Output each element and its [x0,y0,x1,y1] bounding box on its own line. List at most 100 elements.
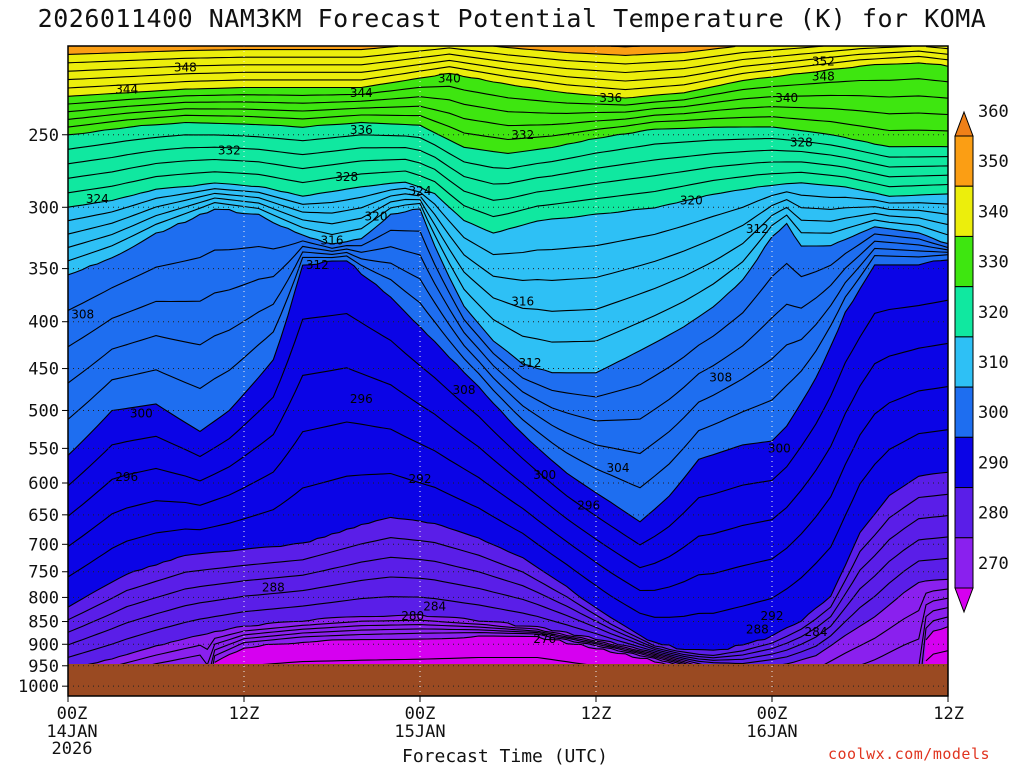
contour-322 [68,170,948,218]
contour-326 [68,146,948,185]
contour-286 [68,515,948,659]
credit-link[interactable]: coolwx.com/models [828,745,991,763]
contour-label-316: 316 [511,294,534,308]
contour-label-332: 332 [511,128,534,142]
x-tick-label: 12Z [229,704,260,724]
x-tick-label: 12Z [581,704,612,724]
colorbar-segment [954,185,974,237]
contour-label-340: 340 [775,91,798,105]
contour-282 [68,557,948,665]
y-tick-label: 700 [28,535,59,555]
contour-314 [68,197,948,312]
y-tick-label: 800 [28,588,59,608]
y-tick-label: 1000 [18,677,59,697]
y-tick-label: 900 [28,635,59,655]
colorbar-label: 330 [978,253,1009,273]
contour-label-300: 300 [130,407,153,421]
contour-label-320: 320 [365,209,388,223]
colorbar: 270 280 290 300 310 320 330 340 350 360 [954,102,1009,614]
contour-298 [68,299,948,546]
contour-label-316: 316 [321,233,344,247]
contour-label-296: 296 [115,470,138,484]
contour-280 [68,578,948,670]
colorbar-label: 340 [978,202,1009,222]
contour-292 [68,429,948,618]
x-tick-label: 00Z [57,704,88,724]
contour-318 [68,187,948,256]
y-tick-label: 300 [28,198,59,218]
contour-label-324: 324 [409,184,432,198]
y-tick-label: 350 [28,260,59,280]
colorbar-segment [954,537,974,589]
contour-label-336: 336 [599,91,622,105]
contour-label-280: 280 [401,609,424,623]
contour-label-328: 328 [790,136,813,150]
contour-lines [68,46,948,696]
colorbar-segment [954,235,974,288]
chart-title: 2026011400 NAM3KM Forecast Potential Tem… [37,4,987,33]
contour-346 [68,46,948,74]
contour-338 [68,78,948,106]
y-tick-label: 650 [28,506,59,526]
contour-312 [68,202,948,343]
x-tick-date: 15JAN [394,722,445,742]
contour-284 [68,536,948,661]
plot-frame [67,45,949,697]
y-tick-label: 850 [28,613,59,633]
contour-350 [68,46,736,56]
colorbar-label: 300 [978,403,1009,423]
contour-336 [68,94,948,114]
y-tick-label: 250 [28,126,59,146]
colorbar-label: 310 [978,353,1009,373]
contour-label-348: 348 [174,60,197,74]
contour-label-284: 284 [423,599,446,613]
contour-label-300: 300 [533,468,556,482]
contour-label-296: 296 [577,499,600,513]
contour-label-304: 304 [607,461,630,475]
contour-310 [68,208,948,374]
contour-label-352: 352 [812,55,835,69]
colorbar-label: 290 [978,453,1009,473]
contour-label-276: 276 [533,632,556,646]
contour-330 [68,121,948,154]
colorbar-label: 270 [978,554,1009,574]
x-tick-date: 16JAN [746,722,797,742]
x-tick-label: 12Z [933,704,964,724]
x-axis-label: Forecast Time (UTC) [402,746,608,767]
colorbar-segment [954,386,974,438]
contour-324 [68,158,948,201]
contour-label-292: 292 [409,472,432,486]
y-tick-label: 400 [28,313,59,333]
contour-label-340: 340 [438,71,461,85]
colorbar-bottom-arrow [954,587,974,614]
contour-320 [68,181,948,234]
contour-304 [68,247,948,455]
colorbar-top-arrow [954,110,974,137]
contour-label-292: 292 [761,609,784,623]
contour-label-324: 324 [86,192,109,206]
contour-290 [68,471,948,651]
contour-348 [68,46,824,65]
contour-label-344: 344 [115,82,138,96]
colorbar-segment [954,487,974,539]
contour-label-312: 312 [519,356,542,370]
x-tick-label: 00Z [405,704,436,724]
colorbar-segment [954,436,974,489]
colorbar-segment [954,135,974,187]
contour-label-332: 332 [218,143,241,157]
contour-306 [68,240,948,422]
colorbar-label: 350 [978,152,1009,172]
contour-316 [68,192,948,281]
contour-label-288: 288 [746,622,769,636]
contour-label-344: 344 [350,86,373,100]
colorbar-segment [954,336,974,388]
ground-below-surface [68,664,948,696]
contour-340 [68,62,948,99]
x-tick-date: 14JAN [46,722,97,742]
contour-label-284: 284 [805,625,828,639]
contour-334 [68,105,948,127]
contour-342 [68,55,948,91]
colorbar-label: 360 [978,102,1009,122]
